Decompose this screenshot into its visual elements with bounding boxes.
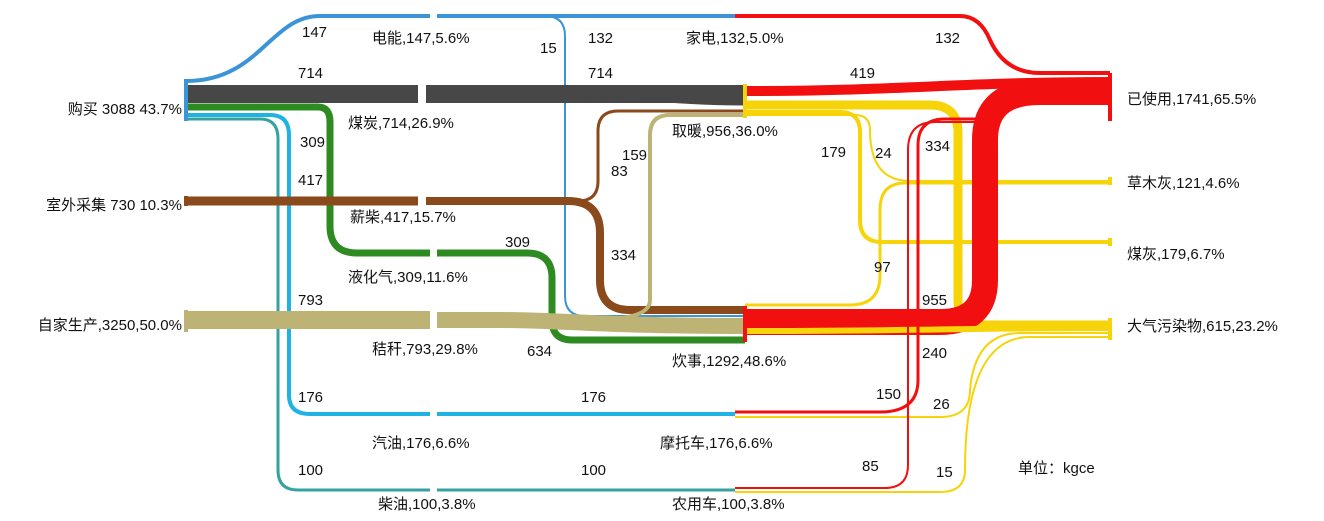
link-farm-pollutant xyxy=(735,336,1110,493)
source-label-self: 自家生产,3250,50.0% xyxy=(38,317,182,334)
flow-value: 100 xyxy=(581,462,606,479)
node-gasoline-gap xyxy=(430,410,437,418)
node-pollutant-bar xyxy=(1108,318,1112,340)
link-heating-plantash xyxy=(745,114,1110,182)
outcome-labels: 已使用,1741,65.5% 草木灰,121,4.6% 煤灰,179,6.7% … xyxy=(1127,91,1278,335)
link-cooking-used xyxy=(745,79,1110,335)
flow-value: 714 xyxy=(588,65,613,82)
node-outdoor-bar xyxy=(184,196,188,206)
flow-value: 100 xyxy=(298,462,323,479)
node-diesel-gap xyxy=(430,486,437,494)
node-used-bar xyxy=(1108,73,1112,121)
use-label-motorbike: 摩托车,176,6.6% xyxy=(660,434,773,452)
flow-value: 417 xyxy=(298,172,323,189)
link-straw-cooking xyxy=(437,312,746,334)
node-cooking-bar xyxy=(743,306,747,342)
link-motorbike-used xyxy=(735,117,985,414)
link-cooking-plantash xyxy=(745,181,1110,307)
link-straw-heating xyxy=(599,113,745,321)
use-labels: 家电,132,5.0% 取暖,956,36.0% 炊事,1292,48.6% 摩… xyxy=(660,30,786,513)
link-purchase-lpg xyxy=(186,103,430,257)
node-coal-gap xyxy=(418,82,426,106)
flow-value: 309 xyxy=(505,234,530,251)
source-label-outdoor: 室外采集 730 10.3% xyxy=(46,197,182,214)
link-appliance-used xyxy=(735,14,1110,75)
link-coal-heating-join xyxy=(559,91,746,106)
flow-value: 714 xyxy=(298,65,323,82)
link-heating-coalash xyxy=(745,110,1110,244)
node-self-bar xyxy=(184,310,188,332)
link-firewood-cooking xyxy=(426,197,745,314)
flow-value: 634 xyxy=(527,343,552,360)
link-cooking-pollutant xyxy=(744,325,1111,334)
use-outcome-links xyxy=(735,14,1111,493)
node-lpg-gap xyxy=(430,248,437,258)
flow-value: 955 xyxy=(922,292,947,309)
flow-value: 85 xyxy=(862,458,879,475)
node-plantash-bar xyxy=(1108,177,1112,185)
source-labels: 购买 3088 43.7% 室外采集 730 10.3% 自家生产,3250,5… xyxy=(38,101,182,334)
flow-value: 419 xyxy=(850,65,875,82)
use-label-farm: 农用车,100,3.8% xyxy=(672,496,785,513)
flow-value: 334 xyxy=(611,247,636,264)
fuel-label-coal: 煤炭,714,26.9% xyxy=(348,115,454,132)
fuel-label-firewood: 薪柴,417,15.7% xyxy=(350,209,456,226)
flow-value: 150 xyxy=(876,386,901,403)
source-fuel-links xyxy=(185,14,430,492)
fuel-label-diesel: 柴油,100,3.8% xyxy=(378,496,476,513)
link-electricity-cooking xyxy=(437,15,745,317)
flow-value: 159 xyxy=(622,147,647,164)
unit-label: 单位：kgce xyxy=(1018,460,1095,477)
node-purchase-bar xyxy=(184,79,188,121)
outcome-label-pollutant: 大气污染物,615,23.2% xyxy=(1127,318,1278,335)
node-firewood-gap xyxy=(418,194,426,208)
node-electricity-gap xyxy=(430,12,437,20)
flow-value: 334 xyxy=(925,138,950,155)
flow-value: 793 xyxy=(298,292,323,309)
outcome-label-used: 已使用,1741,65.5% xyxy=(1127,91,1256,108)
flow-value: 176 xyxy=(581,389,606,406)
flow-value: 147 xyxy=(302,24,327,41)
flow-value: 26 xyxy=(933,396,950,413)
node-coalash-bar xyxy=(1108,238,1112,246)
fuel-label-gasoline: 汽油,176,6.6% xyxy=(372,435,470,452)
flow-value: 24 xyxy=(875,145,892,162)
flow-value-labels: 147 714 309 417 793 176 100 15 132 714 8… xyxy=(298,24,960,481)
flow-value: 309 xyxy=(300,134,325,151)
outcome-label-plantash: 草木灰,121,4.6% xyxy=(1127,175,1240,192)
flow-value: 240 xyxy=(922,345,947,362)
link-motorbike-pollutant xyxy=(735,332,1110,418)
flow-value: 132 xyxy=(588,30,613,47)
fuel-label-lpg: 液化气,309,11.6% xyxy=(348,269,468,286)
link-farm-used xyxy=(735,121,980,489)
flow-value: 176 xyxy=(298,389,323,406)
link-purchase-electricity xyxy=(185,14,430,83)
flow-value: 97 xyxy=(874,259,891,276)
node-heating-bar xyxy=(743,84,747,118)
link-lpg-cooking xyxy=(437,249,745,344)
fuel-use-links xyxy=(426,14,746,492)
use-label-heating: 取暖,956,36.0% xyxy=(672,123,778,140)
source-label-purchase: 购买 3088 43.7% xyxy=(68,101,182,118)
use-label-cooking: 炊事,1292,48.6% xyxy=(672,353,786,370)
node-straw-gap xyxy=(430,308,437,332)
flow-value: 179 xyxy=(821,144,846,161)
flow-value: 132 xyxy=(935,30,960,47)
flow-value: 15 xyxy=(540,40,557,57)
link-purchase-gasoline xyxy=(186,113,430,416)
link-purchase-diesel xyxy=(186,117,430,492)
flow-value: 83 xyxy=(611,163,628,180)
use-label-appliance: 家电,132,5.0% xyxy=(686,30,784,47)
fuel-label-electricity: 电能,147,5.6% xyxy=(372,30,470,47)
fuel-labels: 电能,147,5.6% 煤炭,714,26.9% 薪柴,417,15.7% 液化… xyxy=(348,30,478,513)
fuel-label-straw: 秸秆,793,29.8% xyxy=(372,341,478,358)
outcome-label-coalash: 煤灰,179,6.7% xyxy=(1127,246,1225,263)
link-firewood-heating xyxy=(426,109,745,203)
flow-value: 15 xyxy=(936,464,953,481)
node-bars xyxy=(184,12,1112,494)
